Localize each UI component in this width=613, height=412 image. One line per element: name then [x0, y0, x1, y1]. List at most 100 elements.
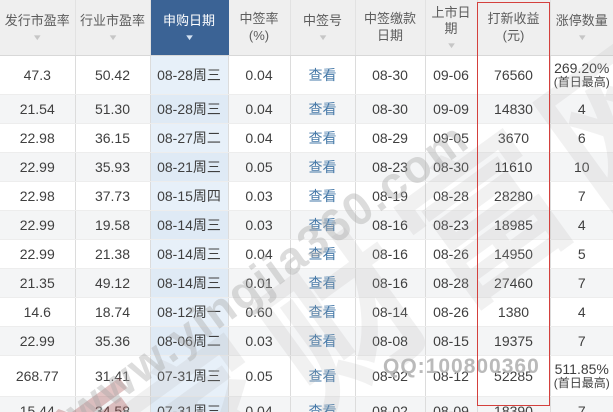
pay_date-cell: 08-30	[355, 55, 426, 95]
win_rate-cell: 0.03	[228, 326, 291, 356]
table-row: 22.99 21.38 08-14周三 0.04 查看 08-16 08-26 14950 5	[0, 239, 613, 269]
limit_up-cell: 4	[550, 94, 613, 124]
view-winning-numbers-link[interactable]: 查看	[308, 217, 337, 233]
table-body: 47.3 50.42 08-28周三 0.04 查看 08-30 09-06 76560 269…	[0, 55, 613, 412]
profit-cell: 28280	[477, 181, 551, 211]
profit-cell: 27460	[477, 268, 551, 298]
column-header-pe_issue[interactable]: 发行市盈率 ▼	[0, 0, 76, 56]
view-winning-numbers-link[interactable]: 查看	[308, 67, 337, 83]
table-row: 15.44 34.58 07-31周三 0.04 查看 08-02 08-09 18390 7	[0, 396, 613, 412]
pe_industry-cell: 51.30	[75, 94, 151, 124]
column-header-profit: 打新收益 (元)	[477, 0, 551, 56]
column-header-pe_industry[interactable]: 行业市盈率 ▼	[75, 0, 151, 56]
win_no-cell: 查看	[290, 210, 356, 240]
limit_up-note: (首日最高)	[553, 75, 610, 90]
win_rate-cell: 0.04	[228, 239, 291, 269]
limit_up-cell: 10	[550, 152, 613, 182]
table-row: 268.77 31.41 07-31周三 0.05 查看 08-02 08-12 52285 5…	[0, 355, 613, 397]
win_no-cell: 查看	[290, 123, 356, 153]
limit_up-cell: 269.20% (首日最高)	[550, 55, 613, 95]
profit-cell: 14830	[477, 94, 551, 124]
list_date-cell: 08-26	[425, 297, 478, 327]
sub_date-cell: 08-14周三	[150, 268, 229, 298]
pe_industry-cell: 31.41	[75, 355, 151, 397]
pay_date-cell: 08-23	[355, 152, 426, 182]
pe_issue-cell: 22.99	[0, 152, 76, 182]
view-winning-numbers-link[interactable]: 查看	[308, 188, 337, 204]
pe_issue-cell: 22.99	[0, 210, 76, 240]
table-row: 22.98 37.73 08-15周四 0.03 查看 08-19 08-28 28280 7	[0, 181, 613, 211]
win_rate-cell: 0.04	[228, 94, 291, 124]
pay_date-cell: 08-30	[355, 94, 426, 124]
sub_date-cell: 07-31周三	[150, 355, 229, 397]
sort-arrow-icon: ▼	[183, 33, 195, 43]
view-winning-numbers-link[interactable]: 查看	[308, 304, 337, 320]
pe_industry-cell: 36.15	[75, 123, 151, 153]
sort-arrow-icon: ▼	[576, 33, 588, 43]
view-winning-numbers-link[interactable]: 查看	[308, 246, 337, 262]
column-header-limit_up[interactable]: 涨停数量 ▼	[550, 0, 613, 56]
view-winning-numbers-link[interactable]: 查看	[308, 403, 337, 412]
column-header-pay_date: 中签缴款 日期	[355, 0, 426, 56]
pay_date-cell: 08-16	[355, 210, 426, 240]
view-winning-numbers-link[interactable]: 查看	[308, 333, 337, 349]
view-winning-numbers-link[interactable]: 查看	[308, 159, 337, 175]
pay_date-cell: 08-16	[355, 268, 426, 298]
pay_date-cell: 08-16	[355, 239, 426, 269]
table-row: 21.35 49.12 08-14周三 0.01 查看 08-16 08-28 27460 7	[0, 268, 613, 298]
win_rate-cell: 0.04	[228, 396, 291, 412]
pe_issue-cell: 22.99	[0, 239, 76, 269]
limit_up-cell: 4	[550, 297, 613, 327]
list_date-cell: 09-09	[425, 94, 478, 124]
sub_date-cell: 08-28周三	[150, 94, 229, 124]
table-row: 47.3 50.42 08-28周三 0.04 查看 08-30 09-06 76560 269…	[0, 55, 613, 95]
win_rate-cell: 0.04	[228, 55, 291, 95]
list_date-cell: 08-09	[425, 396, 478, 412]
view-winning-numbers-link[interactable]: 查看	[308, 368, 337, 384]
win_no-cell: 查看	[290, 297, 356, 327]
limit_up-cell: 4	[550, 210, 613, 240]
pe_issue-cell: 15.44	[0, 396, 76, 412]
pe_industry-cell: 19.58	[75, 210, 151, 240]
table-row: 22.99 35.93 08-21周三 0.05 查看 08-23 08-30 11610 10	[0, 152, 613, 182]
sort-arrow-icon: ▼	[106, 33, 119, 43]
pay_date-cell: 08-19	[355, 181, 426, 211]
column-header-win_no[interactable]: 中签号 ▼	[290, 0, 356, 56]
column-header-win_rate: 中签率 (%)	[228, 0, 291, 56]
win_rate-cell: 0.05	[228, 152, 291, 182]
table-row: 21.54 51.30 08-28周三 0.04 查看 08-30 09-09 14830 4	[0, 94, 613, 124]
view-winning-numbers-link[interactable]: 查看	[308, 101, 337, 117]
column-header-list_date[interactable]: 上市日期 ▼	[425, 0, 478, 56]
limit_up-cell: 511.85% (首日最高)	[550, 355, 613, 397]
profit-cell: 1380	[477, 297, 551, 327]
pe_industry-cell: 50.42	[75, 55, 151, 95]
win_no-cell: 查看	[290, 268, 356, 298]
sort-arrow-icon: ▼	[31, 33, 43, 43]
pe_industry-cell: 34.58	[75, 396, 151, 412]
win_rate-cell: 0.01	[228, 268, 291, 298]
pe_industry-cell: 21.38	[75, 239, 151, 269]
pe_industry-cell: 18.74	[75, 297, 151, 327]
limit_up-cell: 7	[550, 181, 613, 211]
view-winning-numbers-link[interactable]: 查看	[308, 130, 337, 146]
sub_date-cell: 08-14周三	[150, 239, 229, 269]
table-row: 14.6 18.74 08-12周一 0.60 查看 08-14 08-26 1380 4	[0, 297, 613, 327]
pe_issue-cell: 21.54	[0, 94, 76, 124]
win_rate-cell: 0.60	[228, 297, 291, 327]
pe_industry-cell: 37.73	[75, 181, 151, 211]
pe_issue-cell: 21.35	[0, 268, 76, 298]
list_date-cell: 08-15	[425, 326, 478, 356]
column-header-sub_date[interactable]: 申购日期 ▼	[150, 0, 229, 56]
win_rate-cell: 0.04	[228, 123, 291, 153]
limit_up-cell: 7	[550, 396, 613, 412]
view-winning-numbers-link[interactable]: 查看	[308, 275, 337, 291]
pay_date-cell: 08-02	[355, 355, 426, 397]
pe_issue-cell: 14.6	[0, 297, 76, 327]
win_no-cell: 查看	[290, 94, 356, 124]
sub_date-cell: 07-31周三	[150, 396, 229, 412]
header-row: 发行市盈率 ▼ 行业市盈率 ▼ 申购日期 ▼ 中签率 (%) 中签号 ▼ 中签缴款 日期 上市日期 ▼ 打新…	[0, 0, 613, 56]
table-row: 22.98 36.15 08-27周二 0.04 查看 08-29 09-05 3670 6	[0, 123, 613, 153]
sub_date-cell: 08-27周二	[150, 123, 229, 153]
win_no-cell: 查看	[290, 55, 356, 95]
